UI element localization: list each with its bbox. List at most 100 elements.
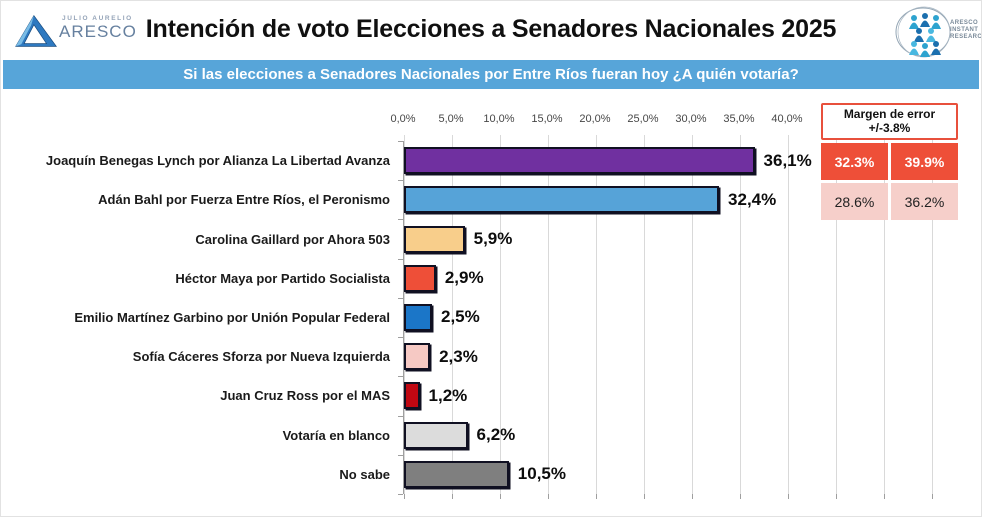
ci-cell-high-candidate1: 39.9% [891, 143, 958, 180]
y-axis-tick [398, 415, 403, 417]
bar-row: 6,2% [404, 416, 960, 455]
bar-row: 5,9% [404, 219, 960, 258]
x-axis-labels: 0,0% 5,0% 10,0% 15,0% 20,0% 25,0% 30,0% 35,0% 40… [390, 113, 959, 129]
bar [404, 303, 432, 331]
category-label: No sabe [339, 466, 390, 482]
x-tick-label: 30,0% [675, 113, 707, 125]
category-label: Joaquín Benegas Lynch por Alianza La Lib… [45, 153, 390, 169]
gridline [596, 135, 597, 494]
gridline [644, 135, 645, 494]
logo-left-name: ARESCO [59, 22, 137, 41]
x-axis-tick [644, 494, 645, 499]
category-label: Héctor Maya por Partido Socialista [175, 270, 390, 286]
x-tick-label: 35,0% [723, 113, 755, 125]
ci-cell-low-candidate2: 28.6% [821, 183, 888, 220]
logo-right-line2: INSTANT [950, 27, 979, 33]
logo-left-top-text: JULIO AURELIO [62, 15, 133, 22]
bar [404, 225, 465, 253]
category-label: Votaría en blanco [282, 427, 390, 443]
margin-of-error-title: Margen de error +/-3.8% [821, 103, 958, 140]
value-label: 6,2% [476, 425, 516, 445]
bar [404, 343, 431, 371]
x-tick-label: 20,0% [579, 113, 611, 125]
bar [404, 421, 468, 449]
y-axis-tick [398, 454, 403, 456]
value-label: 36,1% [763, 150, 812, 170]
x-axis-tick [884, 494, 885, 499]
value-label: 10,5% [517, 464, 566, 484]
page-title: Intención de voto Elecciones a Senadores… [145, 15, 837, 43]
logo-right-line1: ARESCO [950, 20, 979, 26]
ci-cell-high-candidate2: 36.2% [891, 183, 958, 220]
gridline [548, 135, 549, 494]
y-axis-tick [398, 376, 403, 378]
gridline [740, 135, 741, 494]
question-banner: Si las elecciones a Senadores Nacionales… [3, 60, 979, 89]
logo-right-line3: RESEARCH [950, 34, 982, 40]
bar-row: 36,1% [404, 141, 960, 180]
category-label: Carolina Gaillard por Ahora 503 [195, 231, 390, 247]
x-axis-tick [836, 494, 837, 499]
x-axis-tick [404, 494, 405, 499]
y-axis-tick [398, 180, 403, 182]
bar [404, 460, 509, 488]
category-label: Juan Cruz Ross por el MAS [220, 388, 390, 404]
margin-of-error-line1: Margen de error [843, 107, 936, 121]
x-axis-tick [788, 494, 789, 499]
plot-area: 36,1% 32,4% 5,9% 2,9% 2,5% 2,3% 1,2% 6,2… [398, 135, 960, 499]
bars: 36,1% 32,4% 5,9% 2,9% 2,5% 2,3% 1,2% 6,2… [404, 141, 960, 494]
aresco-triangle-icon [15, 14, 57, 47]
bar [404, 264, 436, 292]
y-axis-tick [398, 337, 403, 339]
margin-of-error-panel: Margen de error +/-3.8% 32.3% 39.9% 28.6… [821, 103, 958, 220]
x-axis-tick [500, 494, 501, 499]
bar [404, 382, 420, 410]
x-axis-tick [548, 494, 549, 499]
gridline [452, 135, 453, 494]
bar-row: 32,4% [404, 180, 960, 219]
value-label: 5,9% [473, 229, 513, 249]
x-tick-label: 15,0% [531, 113, 563, 125]
bar-row: 2,9% [404, 259, 960, 298]
gridline [884, 135, 885, 494]
x-axis-tick [596, 494, 597, 499]
category-label: Emilio Martínez Garbino por Unión Popula… [74, 309, 390, 325]
category-labels: Joaquín Benegas Lynch por Alianza La Lib… [1, 141, 397, 494]
margin-of-error-line2: +/-3.8% [868, 121, 911, 135]
gridline [788, 135, 789, 494]
aresco-instant-research-logo: ARESCO INSTANT RESEARCH [894, 4, 982, 60]
value-label: 2,5% [441, 307, 480, 327]
category-label: Sofía Cáceres Sforza por Nueva Izquierda [132, 349, 390, 365]
y-axis-tick [398, 258, 403, 260]
bar [404, 147, 755, 175]
x-axis-tick [740, 494, 741, 499]
category-label: Adán Bahl por Fuerza Entre Ríos, el Pero… [98, 192, 390, 208]
x-tick-label: 0,0% [390, 113, 416, 125]
gridline [692, 135, 693, 494]
value-label: 2,9% [444, 268, 484, 288]
x-axis-tick [932, 494, 933, 499]
bar-row: 1,2% [404, 376, 960, 415]
value-label: 32,4% [728, 189, 777, 209]
bar-row: 10,5% [404, 455, 960, 494]
bar-row: 2,5% [404, 298, 960, 337]
x-tick-label: 10,0% [483, 113, 515, 125]
bar-row: 2,3% [404, 337, 960, 376]
ci-cell-low-candidate1: 32.3% [821, 143, 888, 180]
y-axis-tick [398, 219, 403, 221]
x-axis-tick [452, 494, 453, 499]
logo-right-text: ARESCO INSTANT RESEARCH [950, 20, 982, 41]
bar [404, 186, 720, 214]
y-axis-tick [398, 494, 403, 495]
gridline [836, 135, 837, 494]
x-tick-label: 25,0% [627, 113, 659, 125]
aresco-logo: JULIO AURELIO ARESCO [15, 6, 175, 56]
y-axis-tick [398, 297, 403, 299]
gridline [932, 135, 933, 494]
x-tick-label: 40,0% [771, 113, 803, 125]
confidence-interval-cells: 32.3% 39.9% 28.6% 36.2% [821, 143, 958, 220]
gridline [500, 135, 501, 494]
value-label: 2,3% [439, 346, 478, 366]
people-circle-icon [895, 6, 951, 58]
